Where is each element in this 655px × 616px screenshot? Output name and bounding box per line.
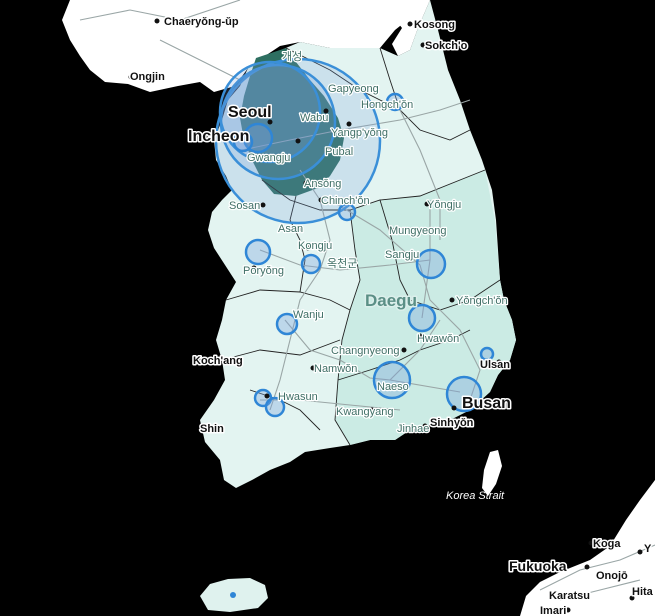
bubble-chinchon[interactable] bbox=[337, 202, 357, 222]
label-ongjin: Ongjin bbox=[130, 71, 165, 83]
label-hongchon: Hongch'ŏn bbox=[361, 99, 413, 111]
label-sosan: Sosan bbox=[229, 200, 260, 212]
bubble-daegu[interactable] bbox=[407, 303, 437, 333]
label-hita: Hita bbox=[632, 586, 654, 598]
label-hwawon: Hwawŏn bbox=[417, 333, 459, 345]
region-gyeongsang bbox=[335, 170, 516, 445]
label-sangju: Sangju bbox=[385, 249, 419, 261]
label-wabu: Wabu bbox=[300, 112, 328, 124]
label-gwangju: Gwangju bbox=[247, 152, 290, 164]
label-asan: Asan bbox=[278, 223, 303, 235]
label-gapyeong: Gapyeong bbox=[328, 83, 379, 95]
label-wanju: Wanju bbox=[293, 309, 324, 321]
label-busan: Busan bbox=[462, 395, 511, 412]
label-jinhae: Jinhae bbox=[397, 423, 429, 435]
bubble-busan[interactable] bbox=[445, 375, 483, 413]
land-north-korea bbox=[62, 0, 410, 92]
label-kochang: Koch'ang bbox=[193, 355, 243, 367]
label-korea-strait: Korea Strait bbox=[446, 490, 505, 502]
bubble-incheon-port[interactable] bbox=[232, 131, 254, 153]
label-karatsu: Karatsu bbox=[549, 590, 590, 602]
label-imari: Imari bbox=[540, 605, 566, 616]
land-north-coast bbox=[380, 0, 430, 56]
label-kongju: Kongju bbox=[298, 240, 332, 252]
place-labels: Chaeryŏng-ŭp Kosong Sokch'o Ongjin 개성 Ga… bbox=[129, 15, 655, 616]
label-yangpyong: Yangp'yŏng bbox=[331, 127, 388, 139]
label-ansong: Ansŏng bbox=[304, 178, 341, 190]
label-yongchon: Yŏngch'ŏn bbox=[456, 295, 508, 307]
city-dots bbox=[128, 18, 643, 613]
label-hwasun: Hwasun bbox=[278, 391, 318, 403]
label-kosong: Kosong bbox=[414, 19, 455, 31]
label-incheon: Incheon bbox=[188, 128, 249, 145]
label-sokcho: Sokch'o bbox=[425, 40, 468, 52]
road-network bbox=[79, 0, 655, 601]
label-poryong: Poryŏng bbox=[243, 265, 284, 277]
bubble-naeso[interactable] bbox=[372, 360, 412, 400]
label-koga: Koga bbox=[593, 538, 621, 550]
label-shin: Shin bbox=[200, 423, 224, 435]
label-naeso: Naeso bbox=[377, 381, 409, 393]
label-onojo: Onojō bbox=[596, 570, 628, 582]
label-okcheon: 옥천군 bbox=[327, 256, 357, 270]
label-chaeryong: Chaeryŏng-ŭp bbox=[164, 16, 239, 28]
label-ulsan: Ulsan bbox=[480, 359, 510, 371]
label-gaesong: 개성 bbox=[282, 50, 302, 63]
bubble-hwasun-b[interactable] bbox=[264, 396, 286, 418]
label-y: Y bbox=[644, 543, 652, 555]
bubble-ulsan[interactable] bbox=[479, 346, 495, 362]
label-pubal: Pubal bbox=[325, 146, 353, 158]
label-yongju: Yŏngju bbox=[427, 199, 461, 211]
label-kwangyang: Kwangyang bbox=[336, 406, 394, 418]
bubble-poryong[interactable] bbox=[244, 238, 272, 266]
label-chinchon: Chinch'ŏn bbox=[321, 195, 370, 207]
label-seoul: Seoul bbox=[228, 104, 272, 121]
bubble-wanju[interactable] bbox=[275, 312, 299, 336]
land-kyushu bbox=[520, 480, 655, 616]
label-fukuoka: Fukuoka bbox=[509, 558, 567, 574]
bubble-hongchon[interactable] bbox=[385, 92, 405, 112]
label-namwon: Namwŏn bbox=[314, 363, 357, 375]
bubble-kongju[interactable] bbox=[300, 253, 322, 275]
region-gyeonggi bbox=[240, 48, 344, 196]
land-tsushima bbox=[482, 450, 502, 496]
label-mungyeong: Mungyeong bbox=[389, 225, 447, 237]
label-daegu: Daegu bbox=[365, 291, 417, 310]
label-sinhyon: Sinhyŏn bbox=[430, 417, 474, 429]
bubble-sangju[interactable] bbox=[415, 248, 447, 280]
label-changnyeong: Changnyeong bbox=[331, 345, 400, 357]
